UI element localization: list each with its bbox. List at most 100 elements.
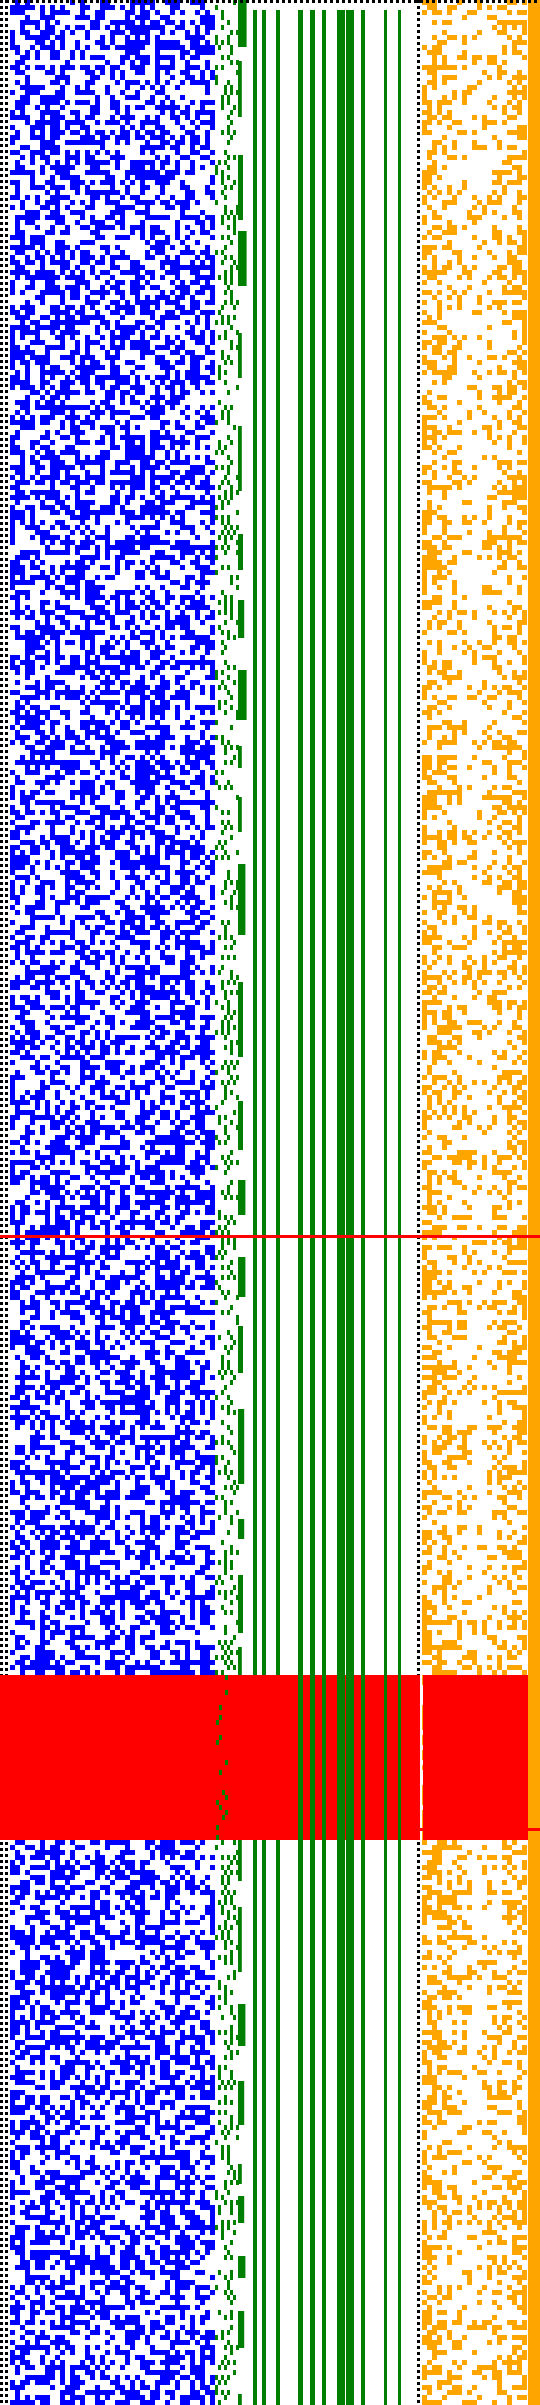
blue-cell <box>70 745 75 750</box>
blue-cell <box>180 745 195 750</box>
blue-cell <box>100 1050 110 1055</box>
blue-cell <box>170 655 175 660</box>
blue-cell <box>175 1030 185 1035</box>
blue-cell <box>155 1070 160 1075</box>
blue-cell <box>155 2125 180 2130</box>
blue-cell <box>40 840 50 845</box>
blue-cell <box>210 530 215 535</box>
blue-cell <box>55 1660 60 1665</box>
blue-cell <box>210 1340 215 1345</box>
blue-cell <box>50 1945 60 1950</box>
blue-cell <box>25 640 40 645</box>
blue-cell <box>210 295 215 300</box>
blue-cell <box>10 770 15 775</box>
blue-cell <box>95 550 100 555</box>
blue-cell <box>135 680 145 685</box>
blue-cell <box>70 1315 85 1320</box>
blue-cell <box>90 940 95 945</box>
blue-cell <box>60 2280 75 2285</box>
blue-cell <box>205 1475 215 1480</box>
blue-cell <box>45 70 55 75</box>
blue-cell <box>170 580 180 585</box>
blue-cell <box>210 970 215 975</box>
blue-cell <box>50 1315 55 1320</box>
blue-cell <box>40 2015 45 2020</box>
blue-cell <box>10 2090 25 2095</box>
blue-cell <box>120 340 125 345</box>
blue-cell <box>210 550 215 555</box>
blue-cell <box>210 1930 215 1935</box>
blue-cell <box>10 2060 15 2065</box>
blue-cell <box>165 205 175 210</box>
blue-cell <box>145 725 170 730</box>
blue-cell <box>130 1295 135 1300</box>
blue-cell <box>190 1930 195 1935</box>
blue-cell <box>95 665 120 670</box>
blue-cell <box>205 1095 210 1100</box>
blue-cell <box>20 2325 25 2330</box>
blue-cell <box>65 125 70 130</box>
blue-cell <box>205 2060 215 2065</box>
blue-cell <box>205 1985 210 1990</box>
blue-cell <box>60 710 70 715</box>
blue-cell <box>55 670 75 675</box>
blue-cell <box>50 465 75 470</box>
blue-cell <box>145 2100 155 2105</box>
blue-cell <box>65 1280 75 1285</box>
blue-cell <box>205 615 215 620</box>
blue-cell <box>110 785 115 790</box>
blue-cell <box>180 1190 185 1195</box>
blue-cell <box>15 950 20 955</box>
blue-cell <box>190 1475 195 1480</box>
blue-cell <box>75 1250 90 1255</box>
blue-cell <box>50 2085 60 2090</box>
blue-cell <box>20 1210 30 1215</box>
blue-cell <box>50 570 55 575</box>
blue-cell <box>90 1285 95 1290</box>
blue-cell <box>55 650 60 655</box>
blue-cell <box>145 530 150 535</box>
blue-cell <box>185 760 200 765</box>
blue-cell <box>100 1045 110 1050</box>
blue-cell <box>190 150 200 155</box>
blue-cell <box>15 250 25 255</box>
blue-cell <box>150 1965 155 1970</box>
blue-cell <box>120 215 125 220</box>
blue-cell <box>15 1550 25 1555</box>
blue-cell <box>115 2165 120 2170</box>
blue-cell <box>95 2310 110 2315</box>
blue-cell <box>210 335 215 340</box>
blue-cell <box>155 1025 165 1030</box>
blue-cell <box>175 1880 180 1885</box>
blue-cell <box>75 40 80 45</box>
blue-cell <box>70 1210 85 1215</box>
blue-cell <box>15 1635 25 1640</box>
blue-cell <box>210 2220 215 2225</box>
blue-cell <box>60 5 65 10</box>
blue-cell <box>140 1435 180 1440</box>
blue-cell <box>170 110 175 115</box>
blue-cell <box>45 2120 50 2125</box>
blue-cell <box>105 2050 110 2055</box>
blue-cell <box>25 310 35 315</box>
blue-cell <box>90 1005 95 1010</box>
blue-cell <box>45 990 60 995</box>
blue-cell <box>130 485 145 490</box>
blue-cell <box>50 720 60 725</box>
blue-cell <box>150 2140 155 2145</box>
blue-cell <box>75 345 80 350</box>
blue-cell <box>95 2060 100 2065</box>
blue-cell <box>175 2120 180 2125</box>
blue-cell <box>120 2005 125 2010</box>
blue-cell <box>175 1380 180 1385</box>
blue-cell <box>70 1635 95 1640</box>
blue-cell <box>205 1160 210 1165</box>
blue-cell <box>65 120 85 125</box>
blue-cell <box>185 980 195 985</box>
blue-cell <box>205 280 210 285</box>
blue-cell <box>140 230 145 235</box>
blue-cell <box>170 495 195 500</box>
blue-cell <box>30 2250 70 2255</box>
blue-cell <box>45 285 60 290</box>
blue-cell <box>190 380 200 385</box>
